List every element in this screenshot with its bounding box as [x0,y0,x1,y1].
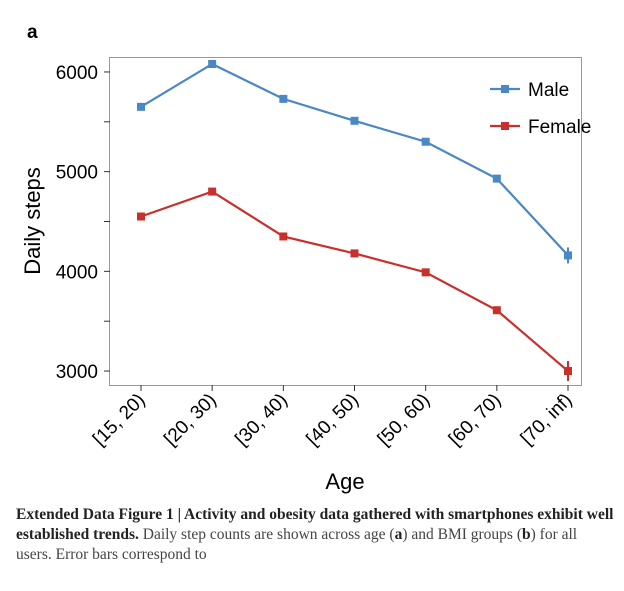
x-tick-label: [40, 50) [303,390,363,450]
caption-panel-b: b [522,526,531,543]
caption-body-2: ) and BMI groups ( [402,526,522,543]
panel-label: a [27,22,38,43]
y-tick-label: 6000 [56,63,98,84]
legend-label: Female [528,117,591,138]
caption-panel-a: a [394,526,403,543]
data-point [350,249,359,258]
legend-label: Male [528,80,569,101]
x-tick-label: [15, 20) [89,390,149,450]
data-point [208,59,217,68]
data-point [421,268,430,277]
line-chart: 3000 4000 5000 6000 [15, 20) [20, 30) [30, 40… [20,57,591,494]
y-axis-label: Daily steps [20,167,45,275]
y-tick-label: 5000 [56,163,98,184]
series-male [137,59,572,264]
plot-frame [109,57,582,386]
x-tick-label: [30, 40) [231,390,291,450]
data-point [208,187,217,196]
legend-swatch-marker [501,85,509,93]
x-axis: [15, 20) [20, 30) [30, 40) [40, 50) [50, 60)… [89,385,577,450]
figure-caption: Extended Data Figure 1 | Activity and ob… [16,505,616,565]
legend: Male Female [490,80,591,138]
data-point [492,306,501,315]
data-point [279,94,288,103]
data-point [350,116,359,125]
series-female [137,187,572,382]
data-point [137,212,145,221]
data-point [421,137,430,146]
x-tick-label: [20, 30) [160,390,220,450]
caption-body-3: ) for all users. Error bars correspond t… [16,526,578,563]
x-tick-label: [70, inf) [517,390,577,450]
caption-heading: Extended Data Figure 1 | Activity and ob… [16,506,614,543]
data-point [564,367,572,376]
data-point [492,174,501,183]
legend-swatch-marker [501,122,509,130]
x-tick-label: [50, 60) [374,390,434,450]
data-point [137,102,145,111]
y-axis: 3000 4000 5000 6000 [56,63,110,383]
series-layer [137,59,572,382]
series-line [140,190,569,372]
data-point [564,251,572,260]
data-point [279,232,288,241]
x-tick-label: [60, 70) [445,390,505,450]
caption-body-1: Daily step counts are shown across age ( [138,526,395,543]
x-axis-label: Age [325,469,364,494]
y-tick-label: 4000 [56,262,98,283]
y-tick-label: 3000 [56,362,98,383]
